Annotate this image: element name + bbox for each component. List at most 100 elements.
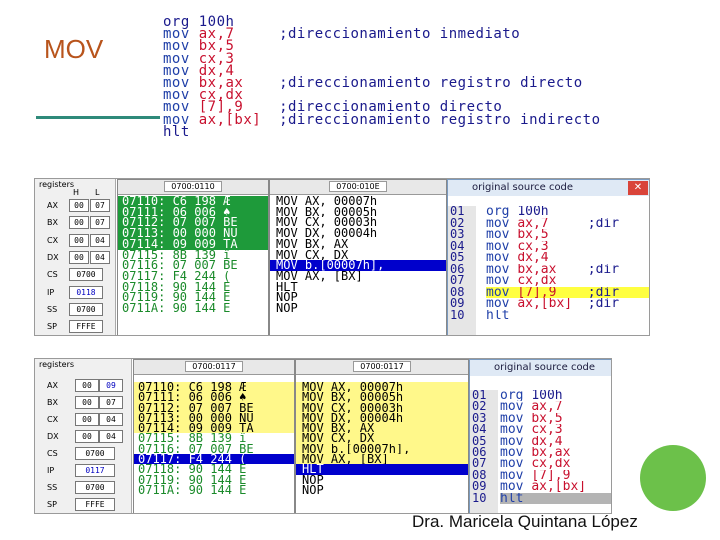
register-low-bx[interactable]: 07 xyxy=(99,396,123,409)
register-low-dx[interactable]: 04 xyxy=(99,430,123,443)
source-instruction: mov xyxy=(500,412,532,425)
memory-row[interactable]: 07110: C6 198 Æ xyxy=(134,382,294,393)
source-line[interactable]: mov cx,3 xyxy=(486,241,649,253)
register-high-dx[interactable]: 00 xyxy=(69,250,89,264)
register-high-ax[interactable]: 00 xyxy=(69,199,89,212)
disassembly-row[interactable]: MOV AX, 00007h xyxy=(276,196,378,207)
disassembly-row[interactable]: NOP xyxy=(302,484,324,496)
source-line[interactable]: mov dx,4 xyxy=(486,252,649,264)
source-line[interactable]: mov ax,7 xyxy=(500,401,611,412)
register-low-ax[interactable]: 09 xyxy=(99,379,123,392)
disassembly-row[interactable]: MOV DX, 00004h xyxy=(276,228,378,239)
code-instruction: mov xyxy=(163,38,199,55)
source-line[interactable]: mov dx,4 xyxy=(500,436,611,447)
disassembly-row[interactable]: HLT xyxy=(276,281,298,293)
source-line[interactable]: mov cx,dx xyxy=(500,458,611,469)
register-high-cx[interactable]: 00 xyxy=(69,233,89,247)
disassembly-row[interactable]: MOV CX, 00003h xyxy=(276,217,378,229)
register-high-bx[interactable]: 00 xyxy=(75,396,99,409)
register-high-bx[interactable]: 00 xyxy=(69,216,89,230)
disassembly-row[interactable]: MOV BX, 00005h xyxy=(276,206,378,218)
source-line[interactable]: mov cx,dx xyxy=(486,275,649,287)
source-line[interactable]: org 100h xyxy=(500,390,611,401)
disassembly-row[interactable]: MOV CX, DX xyxy=(276,249,349,261)
memory-row[interactable]: 07117: F4 244 ( xyxy=(134,454,294,465)
disassembly-row[interactable]: MOV b.[00007h], xyxy=(296,443,468,455)
disassembly-row[interactable]: MOV AX, [BX] xyxy=(276,270,363,282)
register-value-ss[interactable]: 0700 xyxy=(69,302,103,316)
memory-address-header[interactable]: 0700:0117 xyxy=(134,360,294,375)
source-line[interactable]: mov bx,5 xyxy=(500,412,611,425)
register-high-cx[interactable]: 00 xyxy=(75,413,99,426)
memory-row[interactable]: 07119: 90 144 É xyxy=(138,474,247,485)
source-comment: ;dir xyxy=(587,263,620,276)
source-line[interactable]: hlt xyxy=(486,310,649,322)
disassembly-row[interactable]: MOV CX, 00003h xyxy=(296,402,468,413)
register-value-ss[interactable]: 0700 xyxy=(75,481,115,494)
memory-row[interactable]: 07114: 09 009 TA xyxy=(134,423,294,434)
code-line: mov cx,dx xyxy=(163,88,601,102)
disassembly-row[interactable]: MOV BX, 00005h xyxy=(296,392,468,403)
source-line[interactable]: mov [7],9 xyxy=(500,470,611,481)
memory-row[interactable]: 07112: 07 007 BE xyxy=(118,217,268,229)
disassembly-address-header[interactable]: 0700:010E xyxy=(270,180,446,195)
source-line[interactable]: mov bx,ax xyxy=(500,447,611,459)
disassembly-row[interactable]: MOV b.[00007h], xyxy=(270,260,446,271)
source-line[interactable]: mov [7],9 ;dir xyxy=(486,286,649,298)
register-high-ax[interactable]: 00 xyxy=(75,379,99,392)
memory-row[interactable]: 07116: 07 007 BE xyxy=(138,443,254,455)
register-low-bx[interactable]: 07 xyxy=(90,216,110,230)
memory-row[interactable]: 0711A: 90 144 É xyxy=(122,303,231,314)
memory-row[interactable]: 07113: 00 000 NU xyxy=(134,412,294,424)
disassembly-row[interactable]: MOV CX, DX xyxy=(296,433,468,444)
close-icon[interactable]: ✕ xyxy=(628,181,648,195)
source-line[interactable]: mov ax,[bx] ;dir xyxy=(486,298,649,310)
disassembly-row[interactable]: MOV AX, [BX] xyxy=(296,454,468,465)
register-low-cx[interactable]: 04 xyxy=(99,413,123,426)
memory-row[interactable]: 07115: 8B 139 ï xyxy=(138,433,247,444)
disassembly-address-header[interactable]: 0700:0117 xyxy=(296,360,468,375)
disassembly-row[interactable]: MOV BX, AX xyxy=(276,238,349,250)
register-high-dx[interactable]: 00 xyxy=(75,430,99,443)
memory-row[interactable]: 07114: 09 009 TA xyxy=(118,238,268,250)
memory-row[interactable]: 07119: 90 144 É xyxy=(122,292,231,304)
disassembly-row[interactable]: MOV DX, 00004h xyxy=(296,412,468,424)
memory-row[interactable]: 07111: 06 006 ♠ xyxy=(118,206,268,218)
register-value-cs[interactable]: 0700 xyxy=(75,447,115,460)
register-value-cs[interactable]: 0700 xyxy=(69,268,103,282)
disassembly-row[interactable]: NOP xyxy=(276,303,298,314)
memory-row[interactable]: 07115: 8B 139 ï xyxy=(122,249,231,261)
source-operand: bx,ax xyxy=(531,447,602,459)
source-line[interactable]: hlt xyxy=(500,492,611,505)
source-line[interactable]: mov bx,5 xyxy=(486,229,649,241)
source-line[interactable]: mov bx,ax ;dir xyxy=(486,263,649,276)
memory-row[interactable]: 07110: C6 198 Æ xyxy=(118,196,268,207)
code-operand: dx,4 xyxy=(198,62,280,79)
source-line[interactable]: mov ax,7 ;dir xyxy=(486,218,649,230)
register-value-ip[interactable]: 0117 xyxy=(75,464,115,477)
memory-row[interactable]: 07118: 90 144 É xyxy=(138,464,247,475)
register-value-sp[interactable]: FFFE xyxy=(75,498,115,511)
register-value-ip[interactable]: 0118 xyxy=(69,285,103,299)
line-numbers: 01 02 03 04 05 06 07 08 09 10 xyxy=(470,390,498,513)
disassembly-row[interactable]: MOV AX, 00007h xyxy=(296,382,468,393)
disassembly-row[interactable]: NOP xyxy=(276,292,298,304)
memory-row[interactable]: 07112: 07 007 BE xyxy=(134,402,294,413)
register-low-cx[interactable]: 04 xyxy=(90,233,110,247)
source-line[interactable]: mov ax,[bx] xyxy=(500,481,611,492)
register-low-ax[interactable]: 07 xyxy=(90,199,110,212)
memory-row[interactable]: 0711A: 90 144 É xyxy=(138,484,247,496)
source-line[interactable]: mov cx,3 xyxy=(500,424,611,435)
disassembly-row[interactable]: MOV BX, AX xyxy=(296,423,468,434)
memory-row[interactable]: 07111: 06 006 ♠ xyxy=(134,392,294,403)
memory-row[interactable]: 07113: 00 000 NU xyxy=(118,228,268,239)
source-line[interactable]: org 100h xyxy=(486,206,649,218)
memory-row[interactable]: 07116: 07 007 BE xyxy=(122,260,238,271)
memory-address-header[interactable]: 0700:0110 xyxy=(118,180,268,195)
disassembly-row[interactable]: NOP xyxy=(302,474,324,485)
register-value-sp[interactable]: FFFE xyxy=(69,320,103,334)
disassembly-row[interactable]: HLT xyxy=(296,464,468,475)
memory-row[interactable]: 07118: 90 144 É xyxy=(122,281,231,293)
memory-row[interactable]: 07117: F4 244 ( xyxy=(122,270,231,282)
register-low-dx[interactable]: 04 xyxy=(90,250,110,264)
